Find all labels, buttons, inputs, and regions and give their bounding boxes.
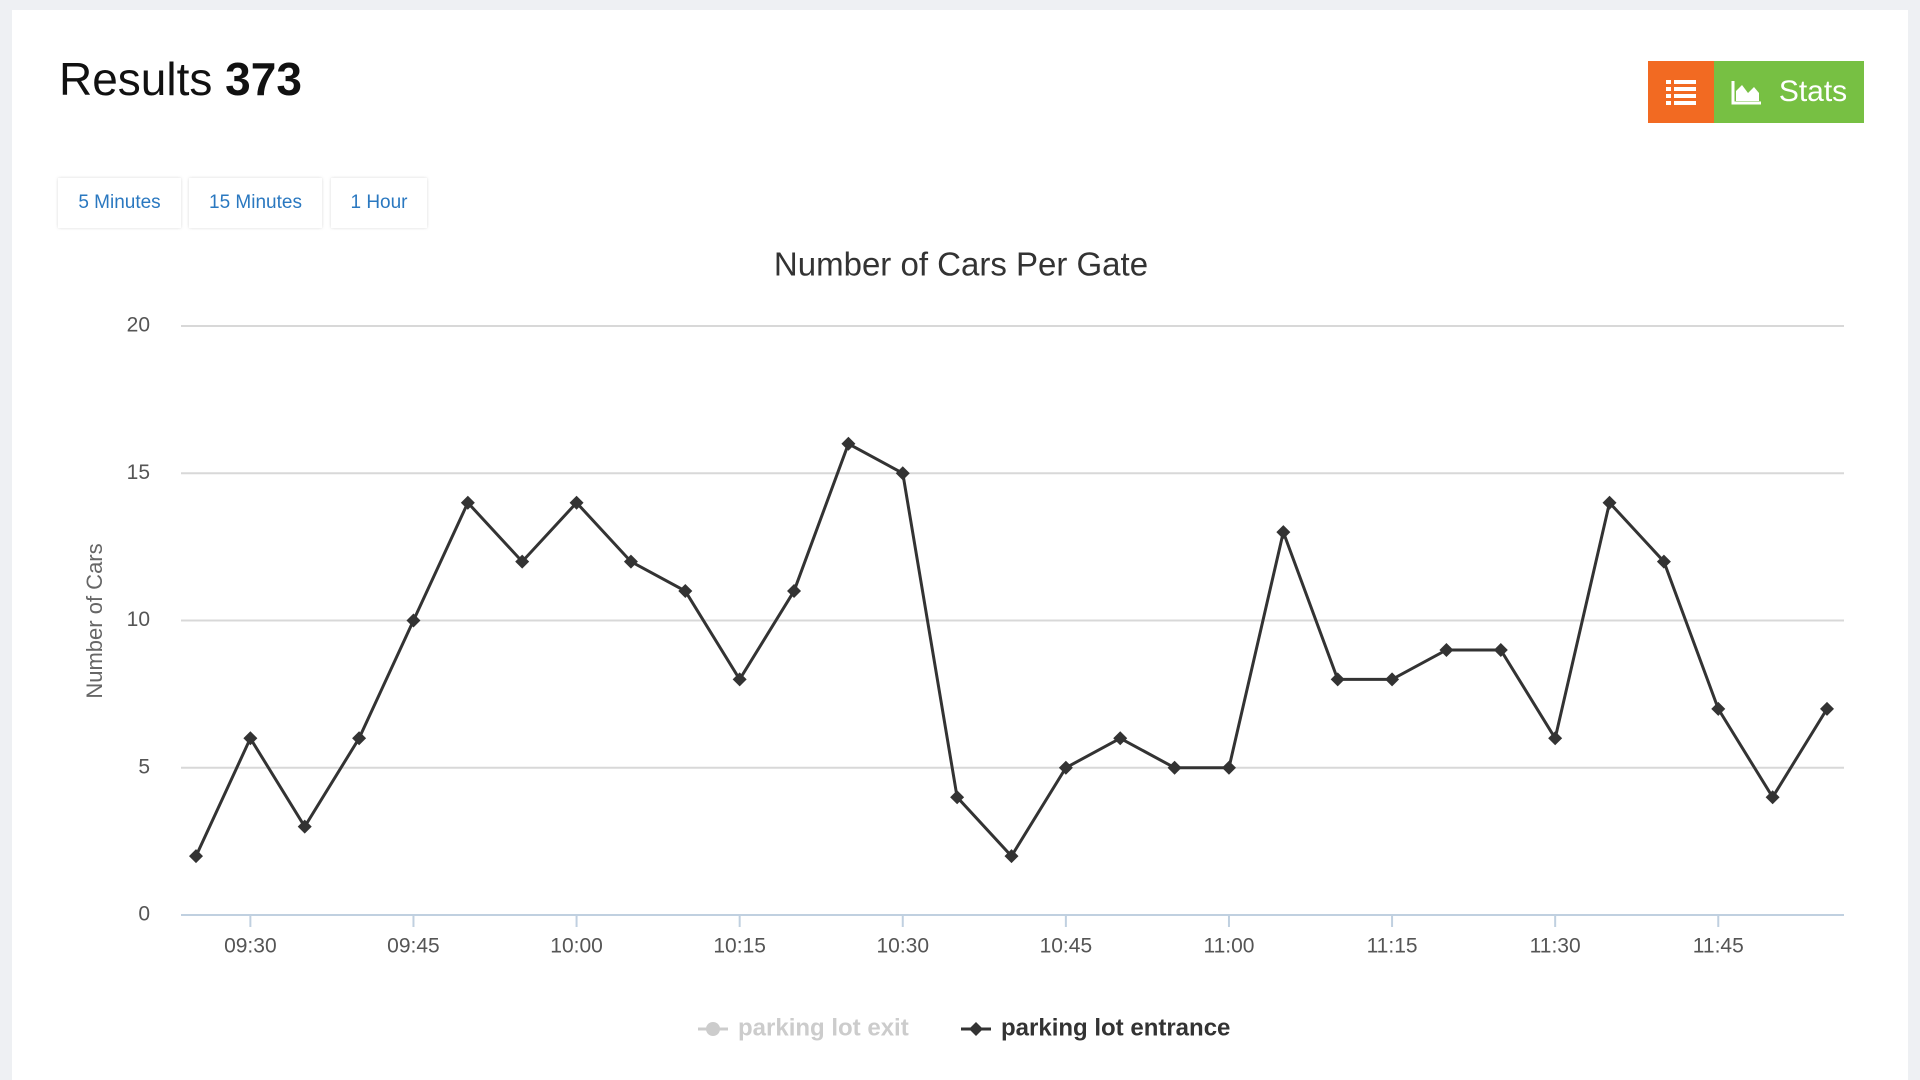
results-count: 373: [225, 53, 302, 105]
chart-title: Number of Cars Per Gate: [774, 246, 1148, 283]
data-point: [678, 584, 693, 599]
results-header: Results 373: [59, 52, 302, 106]
y-tick-label: 15: [127, 461, 150, 484]
legend-label[interactable]: parking lot exit: [738, 1014, 909, 1041]
data-point: [787, 584, 802, 599]
series-line: [194, 441, 1829, 859]
data-point: [1656, 554, 1671, 569]
data-point: [1221, 760, 1236, 775]
stats-label: Stats: [1778, 75, 1848, 108]
data-point: [1167, 760, 1182, 775]
data-point: [189, 849, 203, 864]
tab-button[interactable]: 1 Hour: [331, 178, 427, 228]
data-point: [1711, 701, 1726, 716]
data-point: [569, 495, 584, 510]
data-point: [1439, 642, 1454, 657]
data-point: [297, 819, 312, 834]
data-point: [1276, 525, 1291, 540]
x-tick-label: 11:30: [1530, 935, 1581, 958]
y-tick-label: 0: [138, 903, 150, 926]
results-title: Results: [59, 53, 213, 105]
data-point: [841, 436, 856, 451]
data-point: [1113, 731, 1128, 746]
x-tick-label: 11:00: [1203, 935, 1254, 958]
legend-marker: [706, 1022, 720, 1036]
x-tick-label: 10:30: [876, 935, 929, 958]
panel: [12, 10, 1908, 1080]
x-tick-label: 10:45: [1040, 935, 1093, 958]
x-tick-label: 10:00: [550, 935, 603, 958]
x-tick-label: 09:30: [224, 935, 277, 958]
list-view-button[interactable]: [1648, 61, 1714, 123]
data-point: [1548, 731, 1563, 746]
x-tick-label: 10:15: [713, 935, 766, 958]
data-point: [732, 672, 747, 687]
data-point: [243, 731, 258, 746]
data-point: [352, 731, 367, 746]
data-point: [1004, 849, 1019, 864]
data-point: [1765, 790, 1780, 805]
data-point: [623, 554, 638, 569]
stats-button[interactable]: Stats: [1714, 61, 1864, 123]
data-point: [895, 466, 910, 481]
x-tick-label: 11:45: [1693, 935, 1744, 958]
data-point: [1385, 672, 1400, 687]
list-icon: [1666, 80, 1696, 105]
y-tick-label: 20: [127, 314, 150, 337]
data-point: [1058, 760, 1073, 775]
data-point: [1602, 495, 1617, 510]
tab-button[interactable]: 15 Minutes: [189, 178, 322, 228]
area-chart-icon: [1731, 81, 1761, 105]
data-point: [460, 495, 475, 510]
x-tick-label: 09:45: [387, 935, 440, 958]
legend-label[interactable]: parking lot entrance: [1001, 1014, 1230, 1041]
y-tick-label: 5: [138, 755, 150, 778]
legend-marker: [969, 1022, 983, 1036]
data-point: [515, 554, 530, 569]
data-point: [406, 613, 421, 628]
data-point: [1330, 672, 1345, 687]
y-axis-label: Number of Cars: [82, 543, 107, 698]
data-point: [1493, 642, 1508, 657]
data-point: [1820, 701, 1834, 716]
x-tick-label: 11:15: [1367, 935, 1418, 958]
y-tick-label: 10: [127, 608, 150, 631]
data-point: [950, 790, 965, 805]
tab-button[interactable]: 5 Minutes: [58, 178, 181, 228]
